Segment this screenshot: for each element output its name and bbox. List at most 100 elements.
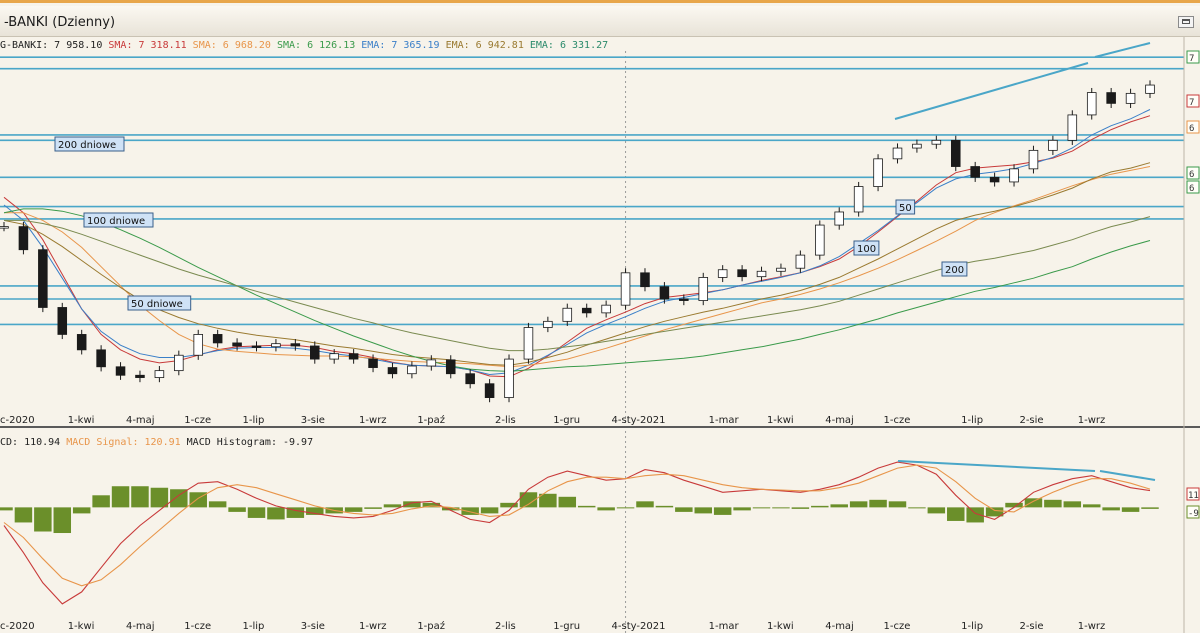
right-axis-label: 7: [1189, 98, 1194, 108]
macd-x-tick-label: 3-sie: [301, 621, 325, 632]
price-candle: [115, 366, 126, 376]
price-candle: [717, 269, 728, 278]
macd-histogram-bar: [267, 507, 285, 520]
macd-histogram-bar: [947, 507, 965, 521]
price-candle: [445, 359, 456, 375]
price-candle: [1106, 92, 1116, 104]
price-candle: [756, 270, 767, 278]
macd-x-tick-label: 1-wrz: [1078, 621, 1106, 632]
x-tick-label: 2-sie: [1019, 415, 1043, 426]
price-candle: [387, 367, 398, 375]
price-candle: [348, 353, 359, 360]
macd-x-tick-label: 4-maj: [126, 621, 155, 632]
price-candle: [135, 374, 145, 378]
price-candle: [1086, 92, 1097, 116]
level-label-box: [853, 240, 880, 256]
macd-histogram-bar: [306, 507, 324, 515]
macd-axis-tag: [1186, 487, 1200, 501]
price-candle: [931, 139, 942, 145]
price-candle: [523, 327, 534, 360]
macd-legend: CD: 110.94 MACD Signal: 120.91 MACD Hist…: [0, 437, 313, 448]
macd-x-tick-label: 1-cze: [184, 621, 211, 632]
macd-histogram-bar: [228, 507, 246, 512]
x-tick-label: 1-kwi: [68, 415, 95, 426]
trend-line: [894, 62, 1089, 120]
price-candle: [368, 358, 378, 368]
restore-window-icon[interactable]: [1178, 16, 1194, 28]
macd-histogram-bar: [344, 507, 363, 512]
macd-histogram-bar: [53, 507, 72, 534]
price-candle: [426, 359, 437, 367]
macd-histogram-bar: [655, 505, 674, 508]
price-candle: [543, 320, 553, 328]
price-legend-item: G-BANKI: 7 958.10: [0, 40, 102, 51]
macd-histogram-bar: [985, 507, 1004, 517]
price-candle: [679, 298, 689, 301]
macd-x-tick-label: 2-lis: [495, 621, 516, 632]
macd-line: [3, 461, 1151, 605]
macd-axis-tag: [1186, 505, 1200, 519]
price-legend-item: EMA: 6 331.27: [524, 40, 608, 51]
macd-histogram-bar: [14, 507, 33, 523]
macd-histogram-bar: [966, 507, 984, 523]
trend-line: [1094, 42, 1151, 58]
macd-histogram-bar: [849, 501, 868, 508]
macd-histogram-bar: [34, 507, 52, 532]
macd-axis-label: -9: [1188, 509, 1199, 519]
macd-legend-item: MACD Histogram: -9.97: [181, 437, 313, 448]
macd-histogram-bar: [1141, 507, 1159, 509]
price-candle: [484, 383, 495, 398]
price-candle: [853, 186, 864, 213]
macd-histogram-bar: [1102, 507, 1120, 511]
right-axis-tag: [1186, 50, 1200, 64]
level-label-box: [895, 199, 916, 215]
price-legend-item: SMA: 6 126.13: [271, 40, 355, 51]
macd-histogram-bar: [1024, 498, 1043, 508]
level-label-box: [127, 295, 192, 311]
macd-histogram-bar: [694, 507, 712, 514]
macd-x-tick-label: 1-kwi: [68, 621, 95, 632]
price-candle: [1145, 84, 1155, 94]
price-candle: [620, 272, 631, 306]
right-axis-label: 7: [1189, 54, 1194, 64]
macd-trend-line: [897, 460, 1096, 472]
macd-histogram-bar: [869, 499, 887, 508]
price-candle: [232, 342, 242, 347]
right-axis-tag: [1186, 120, 1200, 134]
macd-x-tick-label: 1-lip: [243, 621, 265, 632]
macd-x-tick-label: 1-gru: [553, 621, 580, 632]
price-candle: [154, 370, 165, 378]
macd-histogram-bar: [364, 507, 382, 509]
macd-histogram-bar: [927, 507, 946, 514]
macd-histogram-bar: [733, 507, 751, 511]
macd-histogram-bar: [1044, 499, 1062, 508]
price-candle: [504, 358, 514, 398]
price-candle: [271, 343, 281, 348]
level-label: 50: [899, 203, 912, 214]
price-legend-item: EMA: 6 942.81: [440, 40, 524, 51]
macd-trend-line: [1099, 470, 1156, 481]
macd-x-tick-label: 1-cze: [883, 621, 910, 632]
x-tick-label: 3-sie: [301, 415, 325, 426]
macd-x-tick-label: 1-paź: [417, 620, 445, 632]
price-candle: [989, 176, 1000, 183]
macd-histogram-bar: [383, 504, 402, 508]
macd-histogram-bar: [92, 495, 110, 508]
x-tick-label: 1-wrz: [359, 415, 387, 426]
x-tick-label: 1-kwi: [767, 415, 794, 426]
macd-histogram-bar: [1082, 504, 1101, 508]
macd-histogram-bar: [500, 502, 518, 508]
price-candle: [407, 365, 417, 375]
x-tick-label: 4-maj: [825, 415, 854, 426]
macd-histogram-bar: [713, 507, 732, 515]
price-candle: [834, 211, 844, 226]
macd-histogram-bar: [752, 507, 771, 509]
price-candle: [737, 269, 747, 278]
macd-histogram-bar: [150, 487, 169, 508]
macd-histogram-bar: [519, 492, 538, 508]
x-tick-label: 1-lip: [243, 415, 265, 426]
macd-histogram-bar: [131, 486, 149, 508]
price-candle: [290, 343, 301, 347]
price-legend-item: SMA: 6 968.20: [187, 40, 271, 51]
macd-histogram-bar: [1005, 502, 1023, 508]
